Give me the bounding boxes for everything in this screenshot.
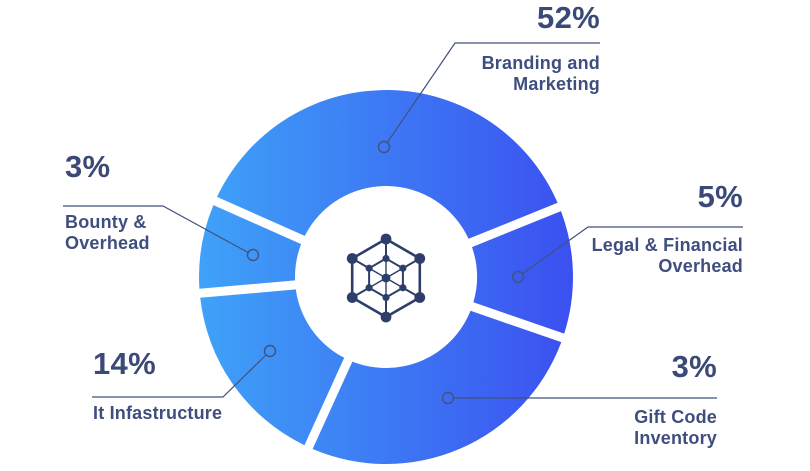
icon-node <box>399 284 407 292</box>
callout-leader-lines <box>63 42 743 405</box>
callout-it-label: It Infastructure <box>93 403 222 424</box>
callout-bounty-label: Bounty & Overhead <box>65 212 150 254</box>
icon-node <box>399 264 407 272</box>
callout-gift-pct: 3% <box>671 349 717 384</box>
anchor-ring-gift <box>441 391 455 405</box>
icon-node <box>346 292 358 303</box>
callout-bounty-label-line1: Bounty & <box>65 212 147 232</box>
callout-legal-label-line1: Legal & Financial <box>591 235 743 255</box>
callout-branding-label: Branding and Marketing <box>482 53 600 95</box>
icon-node <box>365 264 373 272</box>
leader-line-branding <box>386 42 600 144</box>
callout-gift-label-line2: Inventory <box>634 428 717 448</box>
leader-line-legal <box>521 226 743 275</box>
icon-node <box>414 292 426 303</box>
callout-gift-label-line1: Gift Code <box>634 407 717 427</box>
callout-legal-pct: 5% <box>697 179 743 214</box>
callout-branding-label-line2: Marketing <box>513 74 600 94</box>
callout-legal-label: Legal & Financial Overhead <box>592 235 743 277</box>
callout-legal-label-line2: Overhead <box>658 256 743 276</box>
callout-bounty-label-line2: Overhead <box>65 233 150 253</box>
leader-line-bounty <box>63 205 250 254</box>
leader-line-it <box>92 354 267 398</box>
callout-it-label-line1: It Infastructure <box>93 403 223 423</box>
anchor-ring-branding <box>377 140 391 154</box>
callout-branding-label-line1: Branding and <box>481 53 600 73</box>
network-hexagon-icon <box>346 233 426 323</box>
donut-segments <box>199 90 573 465</box>
icon-node <box>382 254 390 263</box>
icon-node <box>346 253 358 264</box>
donut-segment-gift <box>312 310 562 465</box>
callout-branding-pct: 52% <box>537 0 600 35</box>
anchor-ring-legal <box>511 270 525 284</box>
callout-bounty-pct: 3% <box>65 149 111 184</box>
donut-segment-it <box>200 289 345 446</box>
donut-segment-bounty <box>199 205 302 289</box>
icon-node <box>414 253 426 264</box>
anchor-ring-it <box>263 344 277 358</box>
donut-segment-branding <box>217 90 558 239</box>
anchor-ring-bounty <box>246 248 260 262</box>
icon-node <box>381 273 391 283</box>
icon-node <box>382 293 390 302</box>
callout-it-pct: 14% <box>93 346 156 381</box>
callout-gift-label: Gift Code Inventory <box>634 407 717 449</box>
donut-segment-legal <box>472 211 573 334</box>
icon-node <box>365 284 373 292</box>
icon-node <box>380 311 392 323</box>
icon-node <box>380 233 392 245</box>
